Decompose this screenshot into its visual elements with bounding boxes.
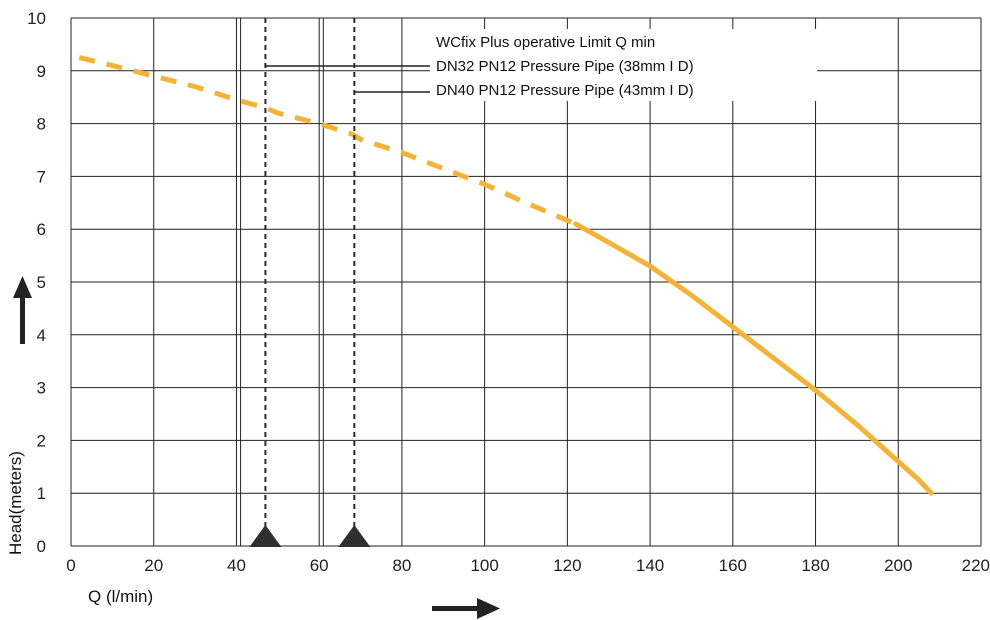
x-direction-arrow-icon <box>432 598 500 619</box>
y-tick-label: 7 <box>37 167 46 186</box>
y-tick-label: 0 <box>37 537 46 556</box>
y-tick-label: 4 <box>37 326 46 345</box>
annotation-box <box>430 29 817 101</box>
y-tick-label: 6 <box>37 220 46 239</box>
grid <box>70 17 982 547</box>
x-tick-label: 60 <box>310 556 329 575</box>
y-tick-label: 5 <box>37 273 46 292</box>
y-direction-arrow-icon <box>13 276 32 344</box>
y-tick-label: 1 <box>37 484 46 503</box>
y-tick-label: 10 <box>27 9 46 28</box>
x-axis-title: Q (l/min) <box>88 587 153 606</box>
y-tick-label: 9 <box>37 62 46 81</box>
x-tick-label: 140 <box>636 556 664 575</box>
reference-lines <box>249 18 436 547</box>
y-tick-label: 2 <box>37 431 46 450</box>
series-line-solid <box>573 221 934 496</box>
annotation-header: WCfix Plus operative Limit Q min <box>436 34 655 51</box>
x-tick-label: 180 <box>801 556 829 575</box>
series-layer <box>78 55 934 496</box>
series-line-dashed <box>78 55 577 227</box>
y-axis-title: Head(meters) <box>6 451 25 555</box>
y-tick-label: 3 <box>37 379 46 398</box>
ref-label-dn40: DN40 PN12 Pressure Pipe (43mm I D) <box>436 82 694 99</box>
triangle-marker-icon <box>338 525 371 547</box>
triangle-marker-icon <box>249 525 282 547</box>
ref-label-dn32: DN32 PN12 Pressure Pipe (38mm I D) <box>436 58 694 75</box>
y-tick-label: 8 <box>37 115 46 134</box>
x-tick-label: 220 <box>962 556 990 575</box>
x-tick-label: 200 <box>884 556 912 575</box>
x-tick-label: 40 <box>227 556 246 575</box>
x-tick-label: 120 <box>553 556 581 575</box>
x-tick-label: 0 <box>66 556 75 575</box>
x-tick-label: 160 <box>719 556 747 575</box>
x-tick-label: 100 <box>470 556 498 575</box>
x-tick-label: 80 <box>392 556 411 575</box>
x-tick-label: 20 <box>144 556 163 575</box>
